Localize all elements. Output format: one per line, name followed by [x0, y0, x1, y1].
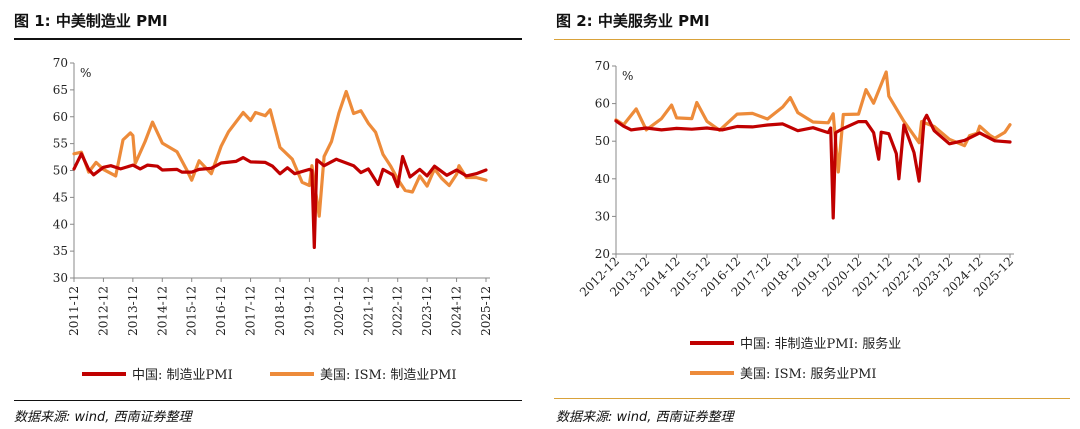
y-tick-label: 20 [595, 247, 610, 261]
x-tick-label: 2020-12 [332, 286, 346, 336]
y-unit-label: % [80, 66, 91, 80]
x-tick-label: 2017-12 [244, 286, 258, 336]
legend-label: 美国: ISM: 制造业PMI [320, 368, 457, 383]
source-rule [14, 400, 522, 401]
source-note: 数据来源: wind, 西南证券整理 [556, 410, 734, 425]
series-line-us [72, 89, 488, 218]
chart-panel-manufacturing: 图 1: 中美制造业 PMI 30 35 40 45 50 55 60 65 70% 2011-1… [14, 12, 522, 425]
x-tick-label: 2024-12 [450, 286, 464, 336]
y-tick-label: 40 [53, 217, 68, 231]
x-tick-label: 2021-12 [361, 286, 375, 336]
series-line-china [72, 152, 488, 249]
manufacturing-pmi-chart: 30 35 40 45 50 55 60 65 70% 2011-12 2012-12 2013-12… [53, 56, 493, 383]
y-tick-label: 65 [53, 83, 68, 97]
series-line-china [614, 113, 1012, 220]
x-tick-label: 2012-12 [96, 286, 110, 336]
x-tick-label: 2018-12 [273, 286, 287, 336]
y-tick-label: 35 [53, 244, 68, 258]
x-tick-label: 2016-12 [214, 286, 228, 336]
y-tick-label: 60 [53, 110, 68, 124]
services-pmi-chart: 203040506070%2012-122013-122014-122015-1… [577, 59, 1016, 382]
title-rule [14, 38, 522, 40]
chart-title: 图 1: 中美制造业 PMI [14, 12, 168, 30]
y-tick-label: 30 [53, 271, 68, 285]
y-tick-label: 30 [595, 209, 610, 223]
x-tick-label: 2022-12 [391, 286, 405, 336]
y-tick-label: 70 [595, 59, 610, 73]
x-tick-label: 2013-12 [126, 286, 140, 336]
title-rule [554, 39, 1070, 40]
y-tick-label: 45 [53, 190, 68, 204]
y-tick-label: 40 [595, 172, 610, 186]
y-tick-label: 55 [53, 137, 68, 151]
chart-panel-services: 图 2: 中美服务业 PMI 20 30 40 50 60 70% 2012-12 2013-… [540, 0, 1080, 429]
x-tick-label: 2014-12 [155, 286, 169, 336]
x-tick-label: 2019-12 [302, 286, 316, 336]
x-tick-label: 2011-12 [67, 286, 81, 336]
x-tick-label: 2025-12 [479, 286, 493, 336]
y-tick-label: 50 [53, 164, 68, 178]
y-tick-label: 60 [595, 97, 610, 111]
y-unit-label: % [622, 69, 633, 83]
source-note: 数据来源: wind, 西南证券整理 [14, 410, 192, 425]
chart-title: 图 2: 中美服务业 PMI [556, 12, 710, 30]
y-tick-label: 70 [53, 56, 68, 70]
legend-label: 美国: ISM: 服务业PMI [740, 366, 877, 382]
series-line-us [614, 70, 1012, 174]
legend-label: 中国: 制造业PMI [132, 368, 233, 383]
x-tick-label: 2023-12 [420, 286, 434, 336]
source-rule [554, 398, 1070, 399]
legend-label: 中国: 非制造业PMI: 服务业 [740, 336, 901, 352]
x-tick-label: 2015-12 [185, 286, 199, 336]
y-tick-label: 50 [595, 134, 610, 148]
